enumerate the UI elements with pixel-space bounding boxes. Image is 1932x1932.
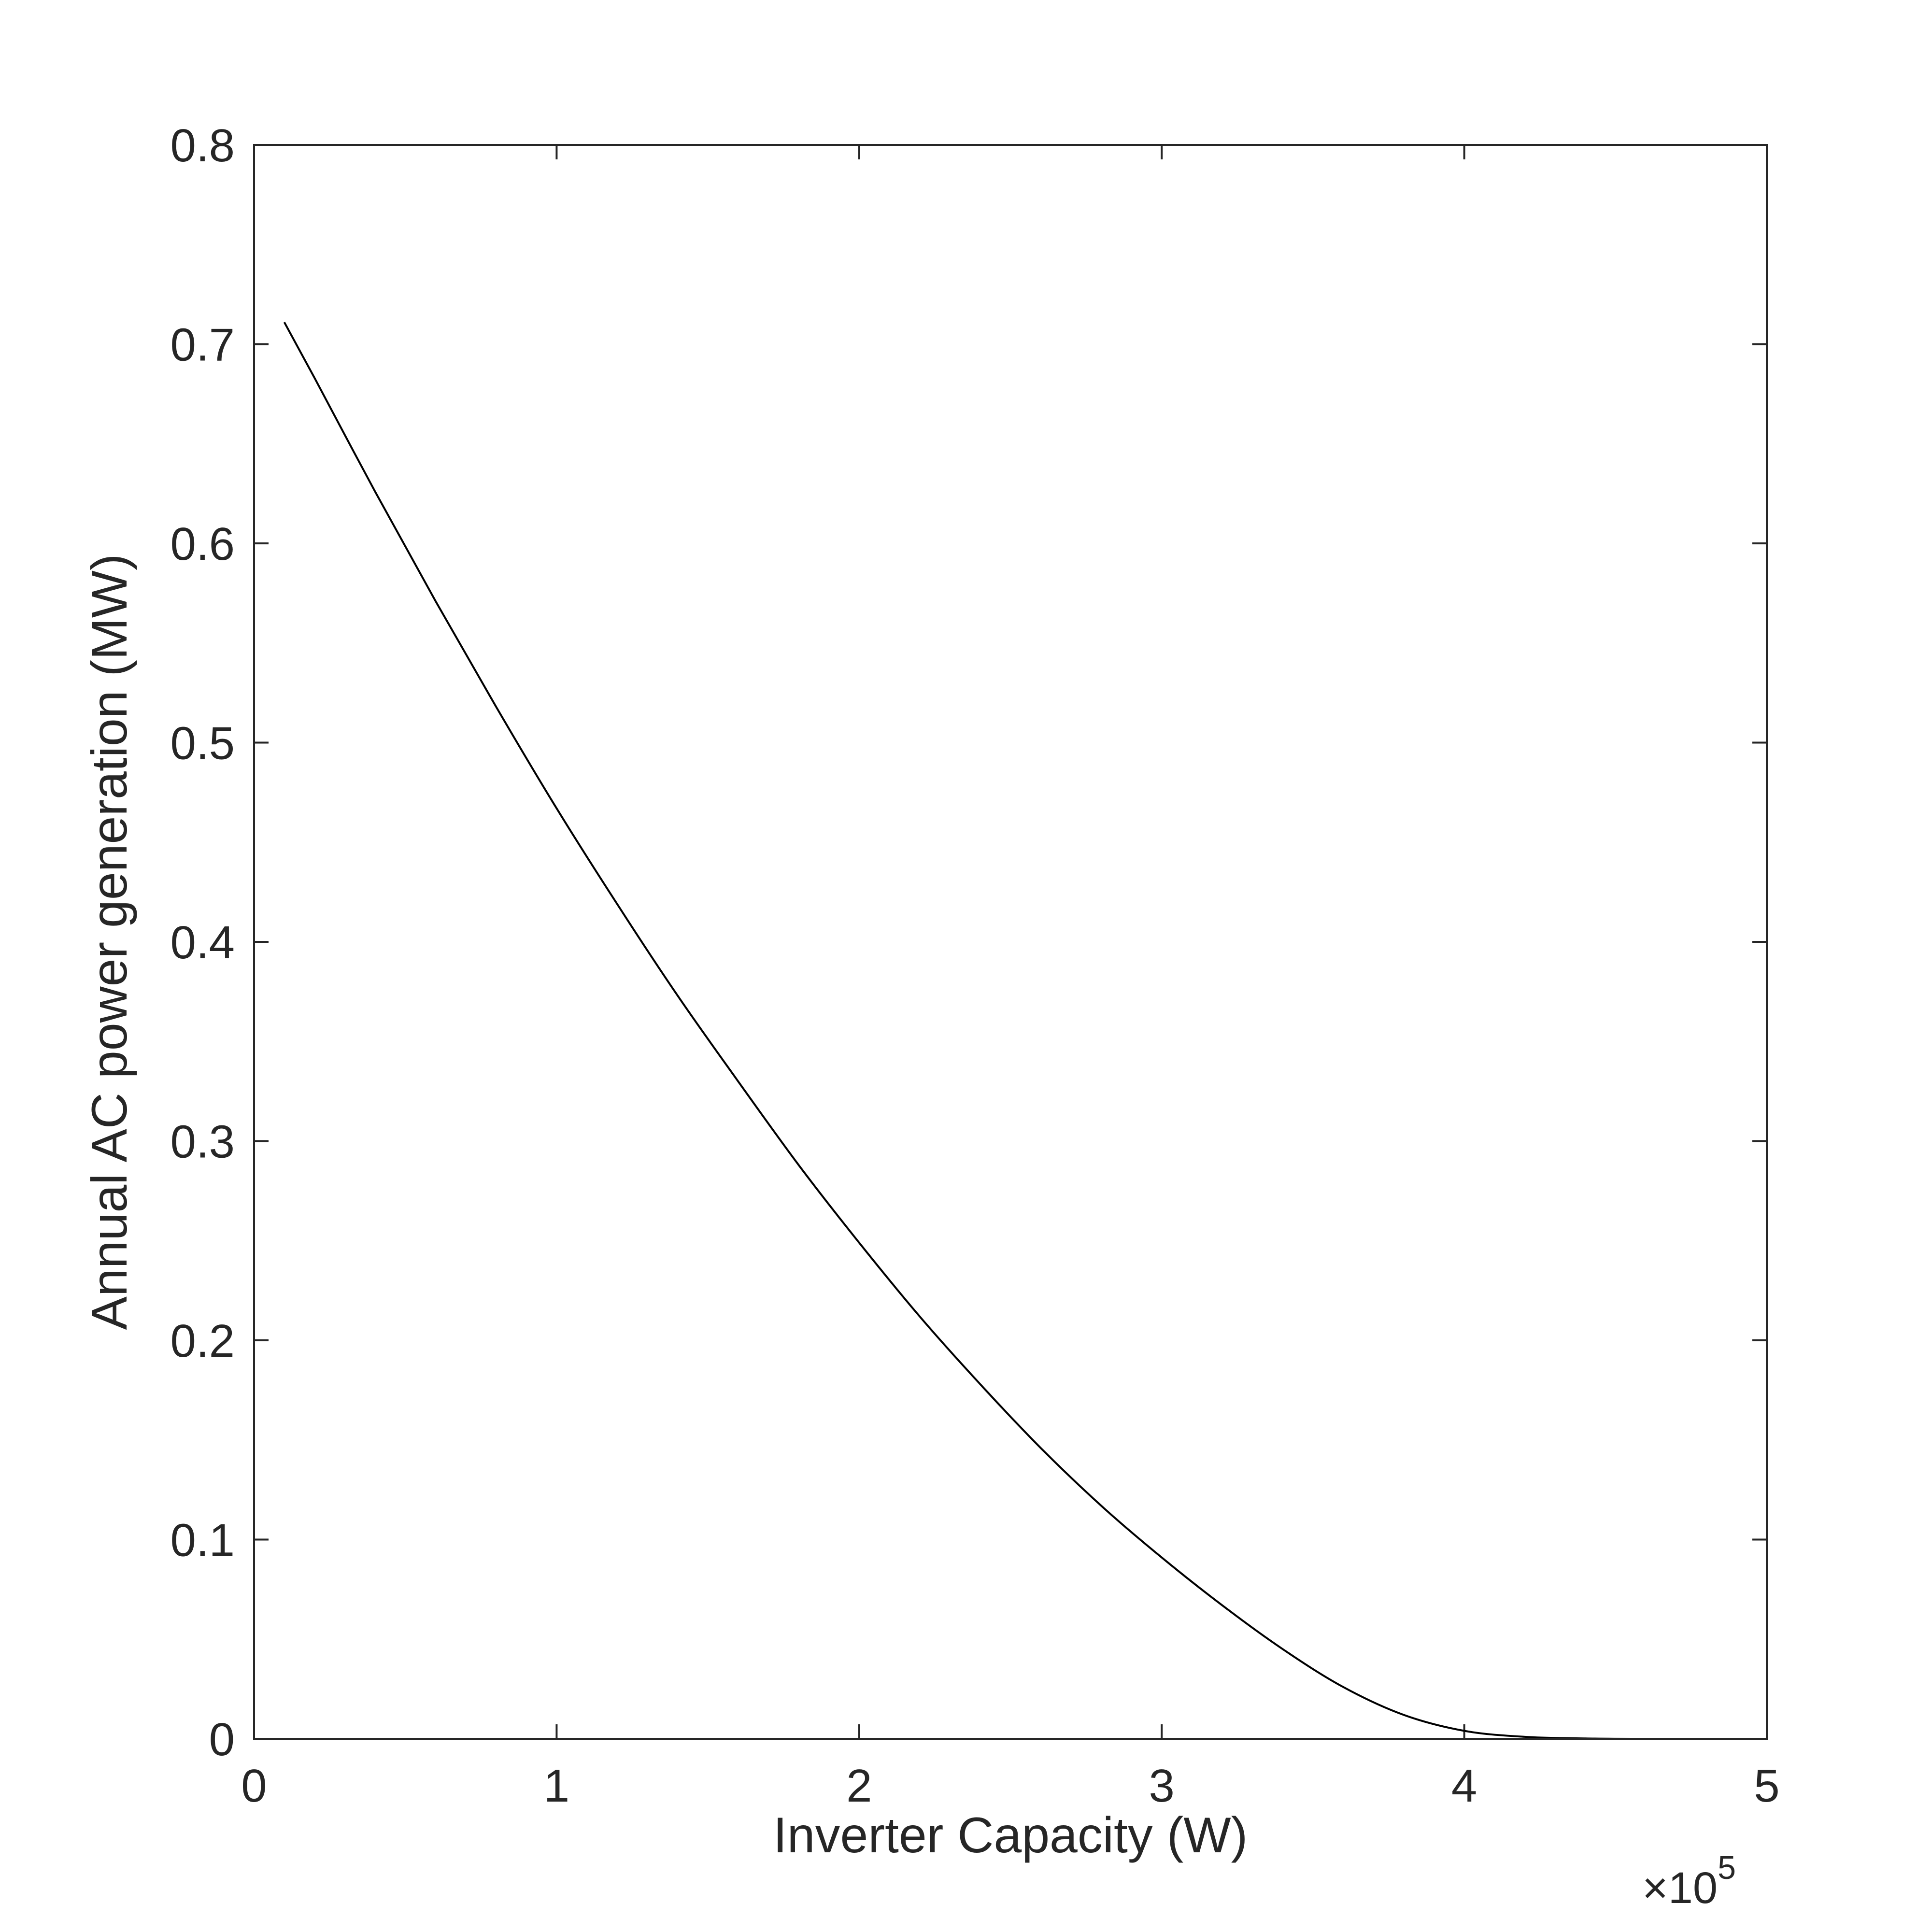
y-tick-label: 0.3: [170, 1116, 235, 1168]
y-tick-label: 0.8: [170, 120, 235, 171]
y-tick-label: 0.5: [170, 718, 235, 769]
x-tick-label: 4: [1451, 1760, 1477, 1812]
exponent-times: ×: [1642, 1863, 1668, 1913]
axes-box: [253, 144, 1768, 1740]
y-tick-label: 0.6: [170, 518, 235, 570]
x-tick-label: 3: [1149, 1760, 1175, 1812]
y-tick-label: 0.1: [170, 1515, 235, 1566]
x-axis-exponent: ×105: [1642, 1849, 1736, 1913]
tick-labels: 0 1 2 3 4 5 0 0.1 0.2 0.3 0.4 0.5 0.6 0.7 0.8: [170, 120, 1780, 1812]
exponent-power: 5: [1718, 1849, 1736, 1886]
y-tick-label: 0.2: [170, 1315, 235, 1367]
x-tick-label: 2: [846, 1760, 872, 1812]
series-layer: [283, 322, 1767, 1740]
series-line: [283, 322, 1767, 1740]
y-tick-label: 0.7: [170, 319, 235, 371]
x-axis-label: Inverter Capacity (W): [773, 1807, 1248, 1863]
y-axis-label: Annual AC power generation (MW): [82, 554, 138, 1330]
x-tick-label: 1: [544, 1760, 569, 1812]
x-tick-label: 0: [241, 1760, 267, 1812]
y-tick-label: 0.4: [170, 917, 235, 968]
exponent-base: 10: [1668, 1863, 1718, 1913]
y-tick-label: 0: [209, 1714, 235, 1765]
x-tick-label: 5: [1754, 1760, 1779, 1812]
